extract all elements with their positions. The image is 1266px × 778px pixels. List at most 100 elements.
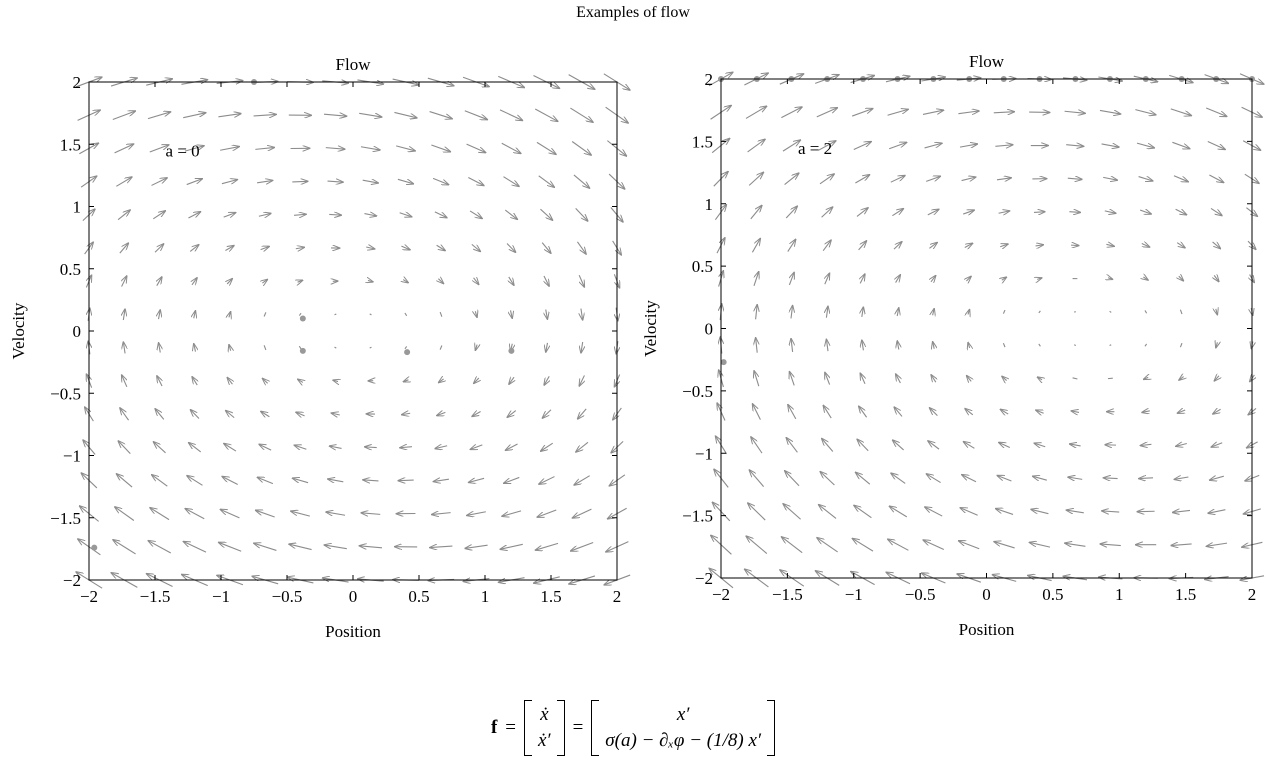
flow-arrow <box>537 509 557 517</box>
flow-arrow <box>786 438 798 453</box>
flow-arrow <box>296 412 305 416</box>
flow-arrow <box>1174 477 1189 479</box>
flow-arrow <box>825 372 830 385</box>
flow-arrow <box>188 442 202 453</box>
flow-arrow <box>546 309 548 319</box>
flow-arrow <box>333 380 338 382</box>
y-tick-label: 2 <box>73 73 82 92</box>
x-tick-label: 0 <box>349 587 358 606</box>
flow-arrow <box>923 540 945 551</box>
equation-lhs: f <box>490 717 498 738</box>
flow-arrow <box>154 244 164 253</box>
y-tick-label: −1 <box>63 447 81 466</box>
flow-arrow <box>1066 510 1084 513</box>
flow-arrow <box>889 142 907 150</box>
flow-arrow <box>1139 478 1154 479</box>
flow-arrow <box>1209 476 1224 480</box>
flow-arrow <box>466 143 486 153</box>
flow-arrow <box>854 505 872 519</box>
flow-arrow <box>505 443 518 450</box>
flow-arrow <box>1100 544 1121 546</box>
flow-arrow <box>933 308 935 315</box>
flow-arrow <box>783 504 801 520</box>
flow-arrow <box>289 544 312 551</box>
flow-arrow <box>540 208 552 220</box>
flow-arrow <box>294 445 307 449</box>
flow-arrow <box>122 276 127 287</box>
flow-arrow <box>573 174 590 188</box>
flow-arrow <box>962 475 977 483</box>
flow-arrow <box>994 542 1015 549</box>
flow-arrow <box>570 542 594 552</box>
flow-arrow <box>745 106 767 119</box>
flow-arrow <box>291 511 310 517</box>
y-tick-label: −0.5 <box>682 382 713 401</box>
x-axis-label: Position <box>959 620 1015 639</box>
flow-arrow <box>789 272 794 286</box>
y-tick-label: −1 <box>695 444 713 463</box>
flow-arrow <box>148 541 172 554</box>
flow-arrow <box>1140 210 1151 214</box>
flow-arrow <box>157 376 162 387</box>
flow-arrow <box>225 245 234 250</box>
flow-arrow <box>397 178 414 184</box>
flow-arrow <box>403 380 408 382</box>
flow-arrow <box>963 210 974 214</box>
flow-arrow <box>253 114 277 116</box>
y-tick-label: 0.5 <box>692 257 713 276</box>
y-tick-label: 1.5 <box>692 132 713 151</box>
flow-arrow <box>360 147 380 150</box>
flow-arrow <box>362 180 379 183</box>
y-tick-label: 0 <box>705 320 714 339</box>
flow-arrow <box>1142 411 1150 413</box>
flow-arrow <box>1000 244 1008 247</box>
fixed-point-dot <box>299 315 306 322</box>
rhs-row-1: x′ <box>676 704 690 725</box>
flow-arrow <box>536 141 556 154</box>
flow-arrow <box>1109 310 1112 313</box>
flow-arrow <box>263 345 267 351</box>
parameter-annotation: a = 0 <box>166 142 200 161</box>
flow-arrow <box>1211 443 1223 447</box>
flow-arrow <box>546 342 548 352</box>
flow-arrow <box>364 214 376 216</box>
flow-arrow <box>818 504 837 519</box>
flow-arrow <box>534 108 558 121</box>
flow-arrow <box>119 243 129 254</box>
flow-arrow <box>752 404 761 420</box>
flow-arrow <box>227 278 232 283</box>
flow-arrow <box>229 344 231 350</box>
flow-arrow <box>1067 178 1082 179</box>
flow-arrow <box>507 410 517 418</box>
flow-arrow <box>579 375 584 386</box>
fixed-point-dot <box>404 349 411 356</box>
flow-arrow <box>503 176 520 187</box>
flow-arrow <box>823 405 832 419</box>
flow-arrow <box>1209 174 1223 183</box>
flow-arrow <box>502 510 522 516</box>
flow-arrow <box>922 110 944 115</box>
flow-arrow <box>784 173 799 186</box>
flow-arrow <box>221 180 238 184</box>
plot-title: Flow <box>969 52 1005 71</box>
flow-arrow <box>753 271 759 286</box>
flow-arrow <box>298 312 302 316</box>
flow-arrow <box>329 446 342 448</box>
flow-arrow <box>364 447 377 448</box>
flow-arrow <box>504 476 520 483</box>
flow-arrow <box>1068 477 1083 479</box>
flow-arrow <box>1179 342 1183 348</box>
flow-arrow <box>892 208 903 217</box>
flow-arrow <box>262 279 267 283</box>
flow-arrow <box>1103 177 1117 180</box>
flow-arrow <box>1037 278 1042 280</box>
flow-arrow <box>259 444 272 451</box>
flow-arrow <box>964 243 973 247</box>
flow-arrow <box>1071 411 1080 413</box>
flow-arrow <box>1102 511 1120 512</box>
flow-arrow <box>1173 175 1188 182</box>
flow-arrow <box>150 508 170 521</box>
flow-arrow <box>1144 343 1148 347</box>
flow-arrow <box>958 111 979 114</box>
